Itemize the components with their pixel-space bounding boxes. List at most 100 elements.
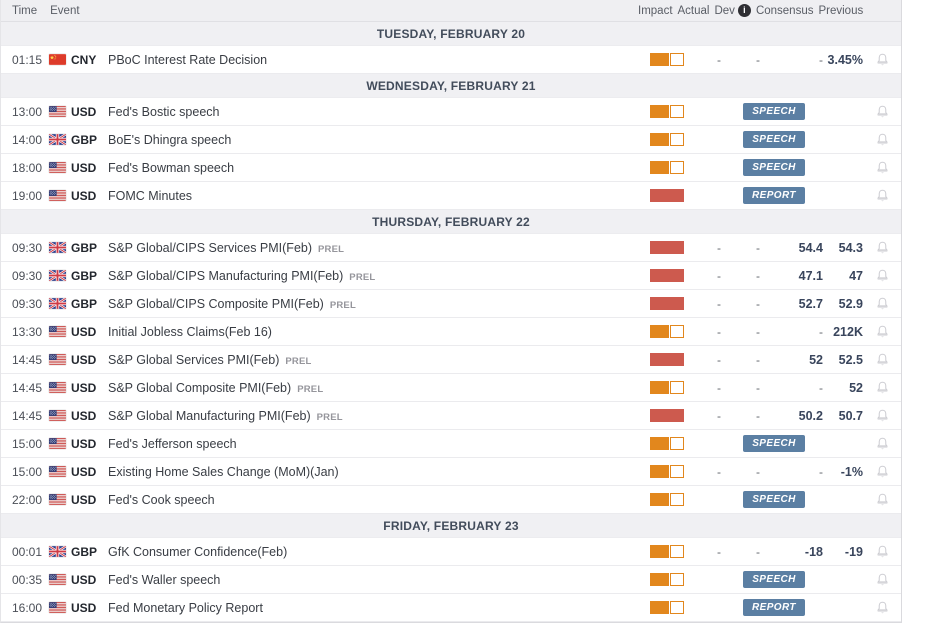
event-row[interactable]: 16:00 USD Fed Monetary Policy Report REP… [1, 594, 901, 622]
currency-code: GBP [71, 544, 98, 559]
flag-us-icon [49, 106, 71, 117]
event-row[interactable]: 09:30 GBP S&P Global/CIPS Services PMI(F… [1, 234, 901, 262]
impact-bar [650, 297, 684, 310]
bell-button[interactable] [863, 104, 901, 119]
event-row[interactable]: 15:00 USD Fed's Jefferson speech SPEECH [1, 430, 901, 458]
consensus-value: 52.7 [798, 296, 823, 311]
event-row[interactable]: 18:00 USD Fed's Bowman speech SPEECH [1, 154, 901, 182]
flag-us-icon [49, 382, 71, 393]
impact-bar [650, 105, 684, 118]
impact-medium-indicator [649, 545, 701, 558]
day-section: FRIDAY, FEBRUARY 23 00:01 GBP GfK Consum… [1, 514, 901, 622]
bell-button[interactable] [863, 240, 901, 255]
event-type-cell: SPEECH [701, 159, 863, 176]
day-header-label: THURSDAY, FEBRUARY 22 [372, 214, 530, 229]
event-row[interactable]: 13:00 USD Fed's Bostic speech SPEECH [1, 98, 901, 126]
event-row[interactable]: 15:00 USD Existing Home Sales Change (Mo… [1, 458, 901, 486]
bell-button[interactable] [863, 492, 901, 507]
flag-gb-icon [49, 270, 71, 281]
event-row[interactable]: 14:00 GBP BoE's Dhingra speech SPEECH [1, 126, 901, 154]
event-name: Fed Monetary Policy Report [108, 601, 649, 615]
calendar-body: TUESDAY, FEBRUARY 20 01:15 CNY PBoC Inte… [1, 22, 901, 622]
event-row[interactable]: 14:45 USD S&P Global Services PMI(Feb) P… [1, 346, 901, 374]
currency-code: USD [71, 324, 97, 339]
event-name-text: BoE's Dhingra speech [108, 132, 232, 147]
event-row[interactable]: 01:15 CNY PBoC Interest Rate Decision - … [1, 46, 901, 74]
impact-bar [650, 161, 684, 174]
event-time: 01:15 [12, 52, 43, 67]
bell-button[interactable] [863, 52, 901, 67]
event-row[interactable]: 14:45 USD S&P Global Composite PMI(Feb) … [1, 374, 901, 402]
bell-button[interactable] [863, 464, 901, 479]
currency-code: USD [71, 436, 97, 451]
deviation-value: - [756, 408, 760, 423]
event-name: S&P Global/CIPS Manufacturing PMI(Feb) P… [108, 269, 649, 283]
currency-code: GBP [71, 268, 98, 283]
event-name: GfK Consumer Confidence(Feb) [108, 545, 649, 559]
deviation-value: - [756, 544, 760, 559]
event-name: S&P Global Composite PMI(Feb) PREL [108, 381, 649, 395]
event-type-badge: REPORT [743, 187, 805, 204]
flag-us-icon [49, 326, 71, 337]
event-type-cell: SPEECH [701, 491, 863, 508]
event-name-text: Fed Monetary Policy Report [108, 600, 263, 615]
actual-value: - [717, 268, 721, 283]
currency-code: USD [71, 160, 97, 175]
event-name: FOMC Minutes [108, 189, 649, 203]
currency-code: GBP [71, 240, 98, 255]
bell-button[interactable] [863, 600, 901, 615]
bell-button[interactable] [863, 544, 901, 559]
actual-value: - [717, 352, 721, 367]
bell-button[interactable] [863, 352, 901, 367]
deviation-value: - [756, 52, 760, 67]
bell-button[interactable] [863, 296, 901, 311]
column-header-dev: Dev [714, 4, 735, 17]
bell-button[interactable] [863, 324, 901, 339]
event-time: 09:30 [12, 240, 43, 255]
impact-bar [650, 573, 684, 586]
impact-medium-indicator [649, 161, 701, 174]
event-name: Fed's Cook speech [108, 493, 649, 507]
bell-icon [876, 241, 888, 254]
event-row[interactable]: 19:00 USD FOMC Minutes REPORT [1, 182, 901, 210]
event-row[interactable]: 09:30 GBP S&P Global/CIPS Manufacturing … [1, 262, 901, 290]
bell-button[interactable] [863, 132, 901, 147]
column-header-time: Time [12, 4, 38, 17]
event-row[interactable]: 13:30 USD Initial Jobless Claims(Feb 16)… [1, 318, 901, 346]
economic-calendar: Time Event Impact Actual Dev i Consensus… [0, 0, 902, 623]
consensus-value: 47.1 [798, 268, 823, 283]
bell-button[interactable] [863, 572, 901, 587]
impact-bar [650, 493, 684, 506]
bell-icon [876, 465, 888, 478]
event-row[interactable]: 09:30 GBP S&P Global/CIPS Composite PMI(… [1, 290, 901, 318]
day-header: TUESDAY, FEBRUARY 20 [1, 22, 901, 46]
column-header-impact: Impact [638, 4, 673, 17]
impact-high-indicator [649, 353, 701, 366]
impact-high-indicator [649, 297, 701, 310]
bell-button[interactable] [863, 408, 901, 423]
bell-button[interactable] [863, 380, 901, 395]
event-type-badge: SPEECH [743, 103, 805, 120]
bell-button[interactable] [863, 436, 901, 451]
event-row[interactable]: 00:35 USD Fed's Waller speech SPEECH [1, 566, 901, 594]
flag-us-icon [49, 574, 71, 585]
info-icon[interactable]: i [737, 4, 751, 17]
event-name-text: Initial Jobless Claims(Feb 16) [108, 324, 272, 339]
bell-button[interactable] [863, 268, 901, 283]
flag-us-icon [49, 162, 71, 173]
event-row[interactable]: 00:01 GBP GfK Consumer Confidence(Feb) -… [1, 538, 901, 566]
impact-high-indicator [649, 269, 701, 282]
currency-code: USD [71, 600, 97, 615]
bell-button[interactable] [863, 188, 901, 203]
impact-bar [650, 325, 684, 338]
event-time: 14:45 [12, 380, 43, 395]
event-row[interactable]: 14:45 USD S&P Global Manufacturing PMI(F… [1, 402, 901, 430]
bell-button[interactable] [863, 160, 901, 175]
event-row[interactable]: 22:00 USD Fed's Cook speech SPEECH [1, 486, 901, 514]
day-section: WEDNESDAY, FEBRUARY 21 13:00 USD Fed's B… [1, 74, 901, 210]
event-name-text: S&P Global/CIPS Composite PMI(Feb) [108, 296, 324, 311]
event-name-text: Fed's Bowman speech [108, 160, 235, 175]
event-type-cell: SPEECH [701, 571, 863, 588]
prel-tag: PREL [349, 271, 376, 283]
impact-bar [650, 241, 684, 254]
